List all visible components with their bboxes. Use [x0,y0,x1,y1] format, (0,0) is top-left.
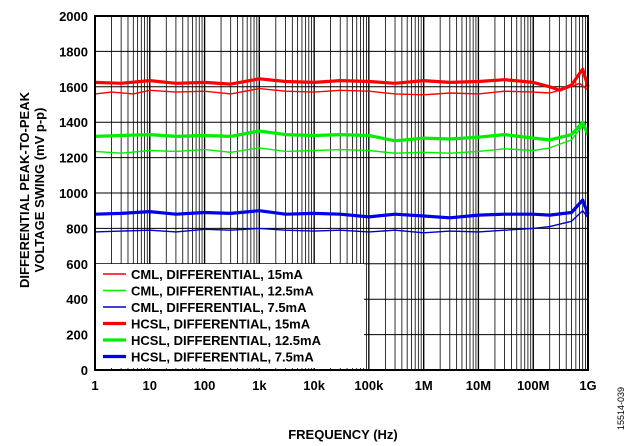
x-tick-label: 10 [143,378,157,393]
y-tick-label: 400 [66,292,88,307]
legend-entry: HCSL, DIFFERENTIAL, 15mA [131,317,311,332]
legend-entry: CML, DIFFERENTIAL, 7.5mA [131,300,307,315]
x-tick-labels: 1 10 100 1k 10k 100k 1M 10M 100M 1G [91,378,596,393]
series-line-1 [94,82,589,96]
y-tick-labels: 0 200 400 600 800 1000 1200 1400 1600 1800 2000 [59,9,88,378]
y-tick-label: 1800 [59,44,88,59]
series-line-4 [94,67,590,92]
y-tick-label: 1600 [59,80,88,95]
y-tick-label: 800 [66,221,88,236]
legend-entry: HCSL, DIFFERENTIAL, 7.5mA [131,350,314,365]
legend-entry: CML, DIFFERENTIAL, 12.5mA [131,284,314,299]
series-line-2 [94,125,589,154]
series-group [94,67,590,234]
x-tick-label: 100k [354,378,384,393]
series-line-6 [94,198,590,220]
x-tick-label: 1 [91,378,98,393]
legend-box [96,264,364,368]
x-tick-label: 10k [303,378,325,393]
y-tick-label: 200 [66,328,88,343]
y-tick-label: 1400 [59,115,88,130]
legend-entry: CML, DIFFERENTIAL, 15mA [131,267,304,282]
y-tick-label: 1200 [59,151,88,166]
x-axis-label: FREQUENCY (Hz) [288,427,398,442]
series-line-5 [94,120,590,143]
x-tick-label: 1G [579,378,596,393]
x-tick-label: 10M [466,378,491,393]
series-line-3 [94,210,589,234]
plot-frame [94,15,589,371]
x-tick-label: 1k [252,378,267,393]
y-tick-label: 2000 [59,9,88,24]
legend-entry: HCSL, DIFFERENTIAL, 12.5mA [131,333,322,348]
y-tick-label: 0 [81,363,88,378]
y-axis-label-line2: VOLTAGE SWING (mV p-p) [32,108,47,273]
x-tick-label: 100 [194,378,216,393]
figure-id: 15514-039 [616,387,626,430]
x-tick-label: 100M [517,378,550,393]
y-axis-label-line1: DIFFERENTIAL PEAK-TO-PEAK [17,91,32,288]
y-tick-label: 1000 [59,186,88,201]
x-tick-label: 1M [415,378,433,393]
y-tick-label: 600 [66,257,88,272]
legend: CML, DIFFERENTIAL, 15mA CML, DIFFERENTIAL… [96,264,364,368]
